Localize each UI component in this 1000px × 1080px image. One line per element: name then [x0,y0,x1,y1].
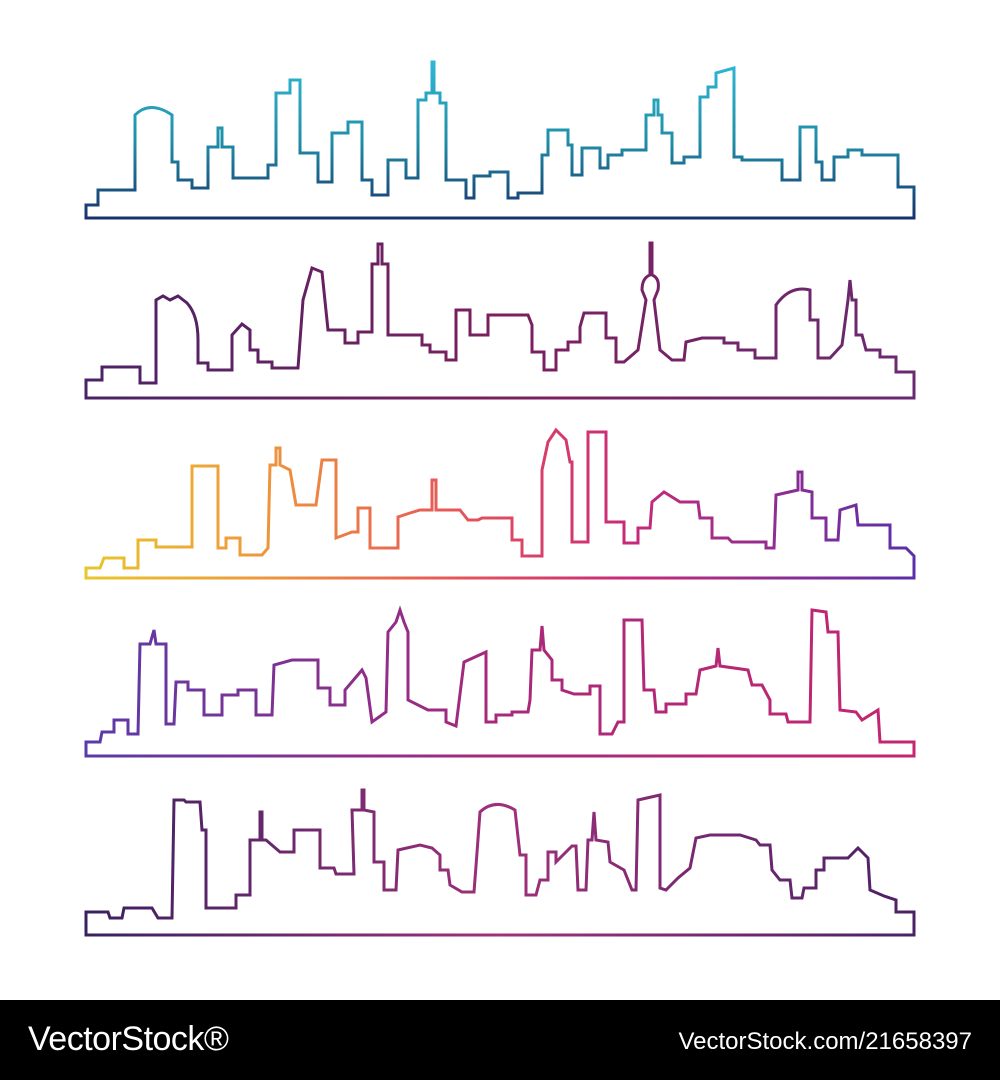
skyline [84,788,916,937]
watermark-bar: VectorStock® VectorStock.com/21658397 [0,1000,1000,1080]
skyline [84,241,916,400]
watermark-reference: VectorStock.com/21658397 [678,1028,972,1055]
skyline [84,60,916,220]
skyline-illustration [84,60,916,937]
skyline [84,605,916,758]
skyline [84,427,916,580]
watermark-logo: VectorStock® [28,1020,229,1058]
